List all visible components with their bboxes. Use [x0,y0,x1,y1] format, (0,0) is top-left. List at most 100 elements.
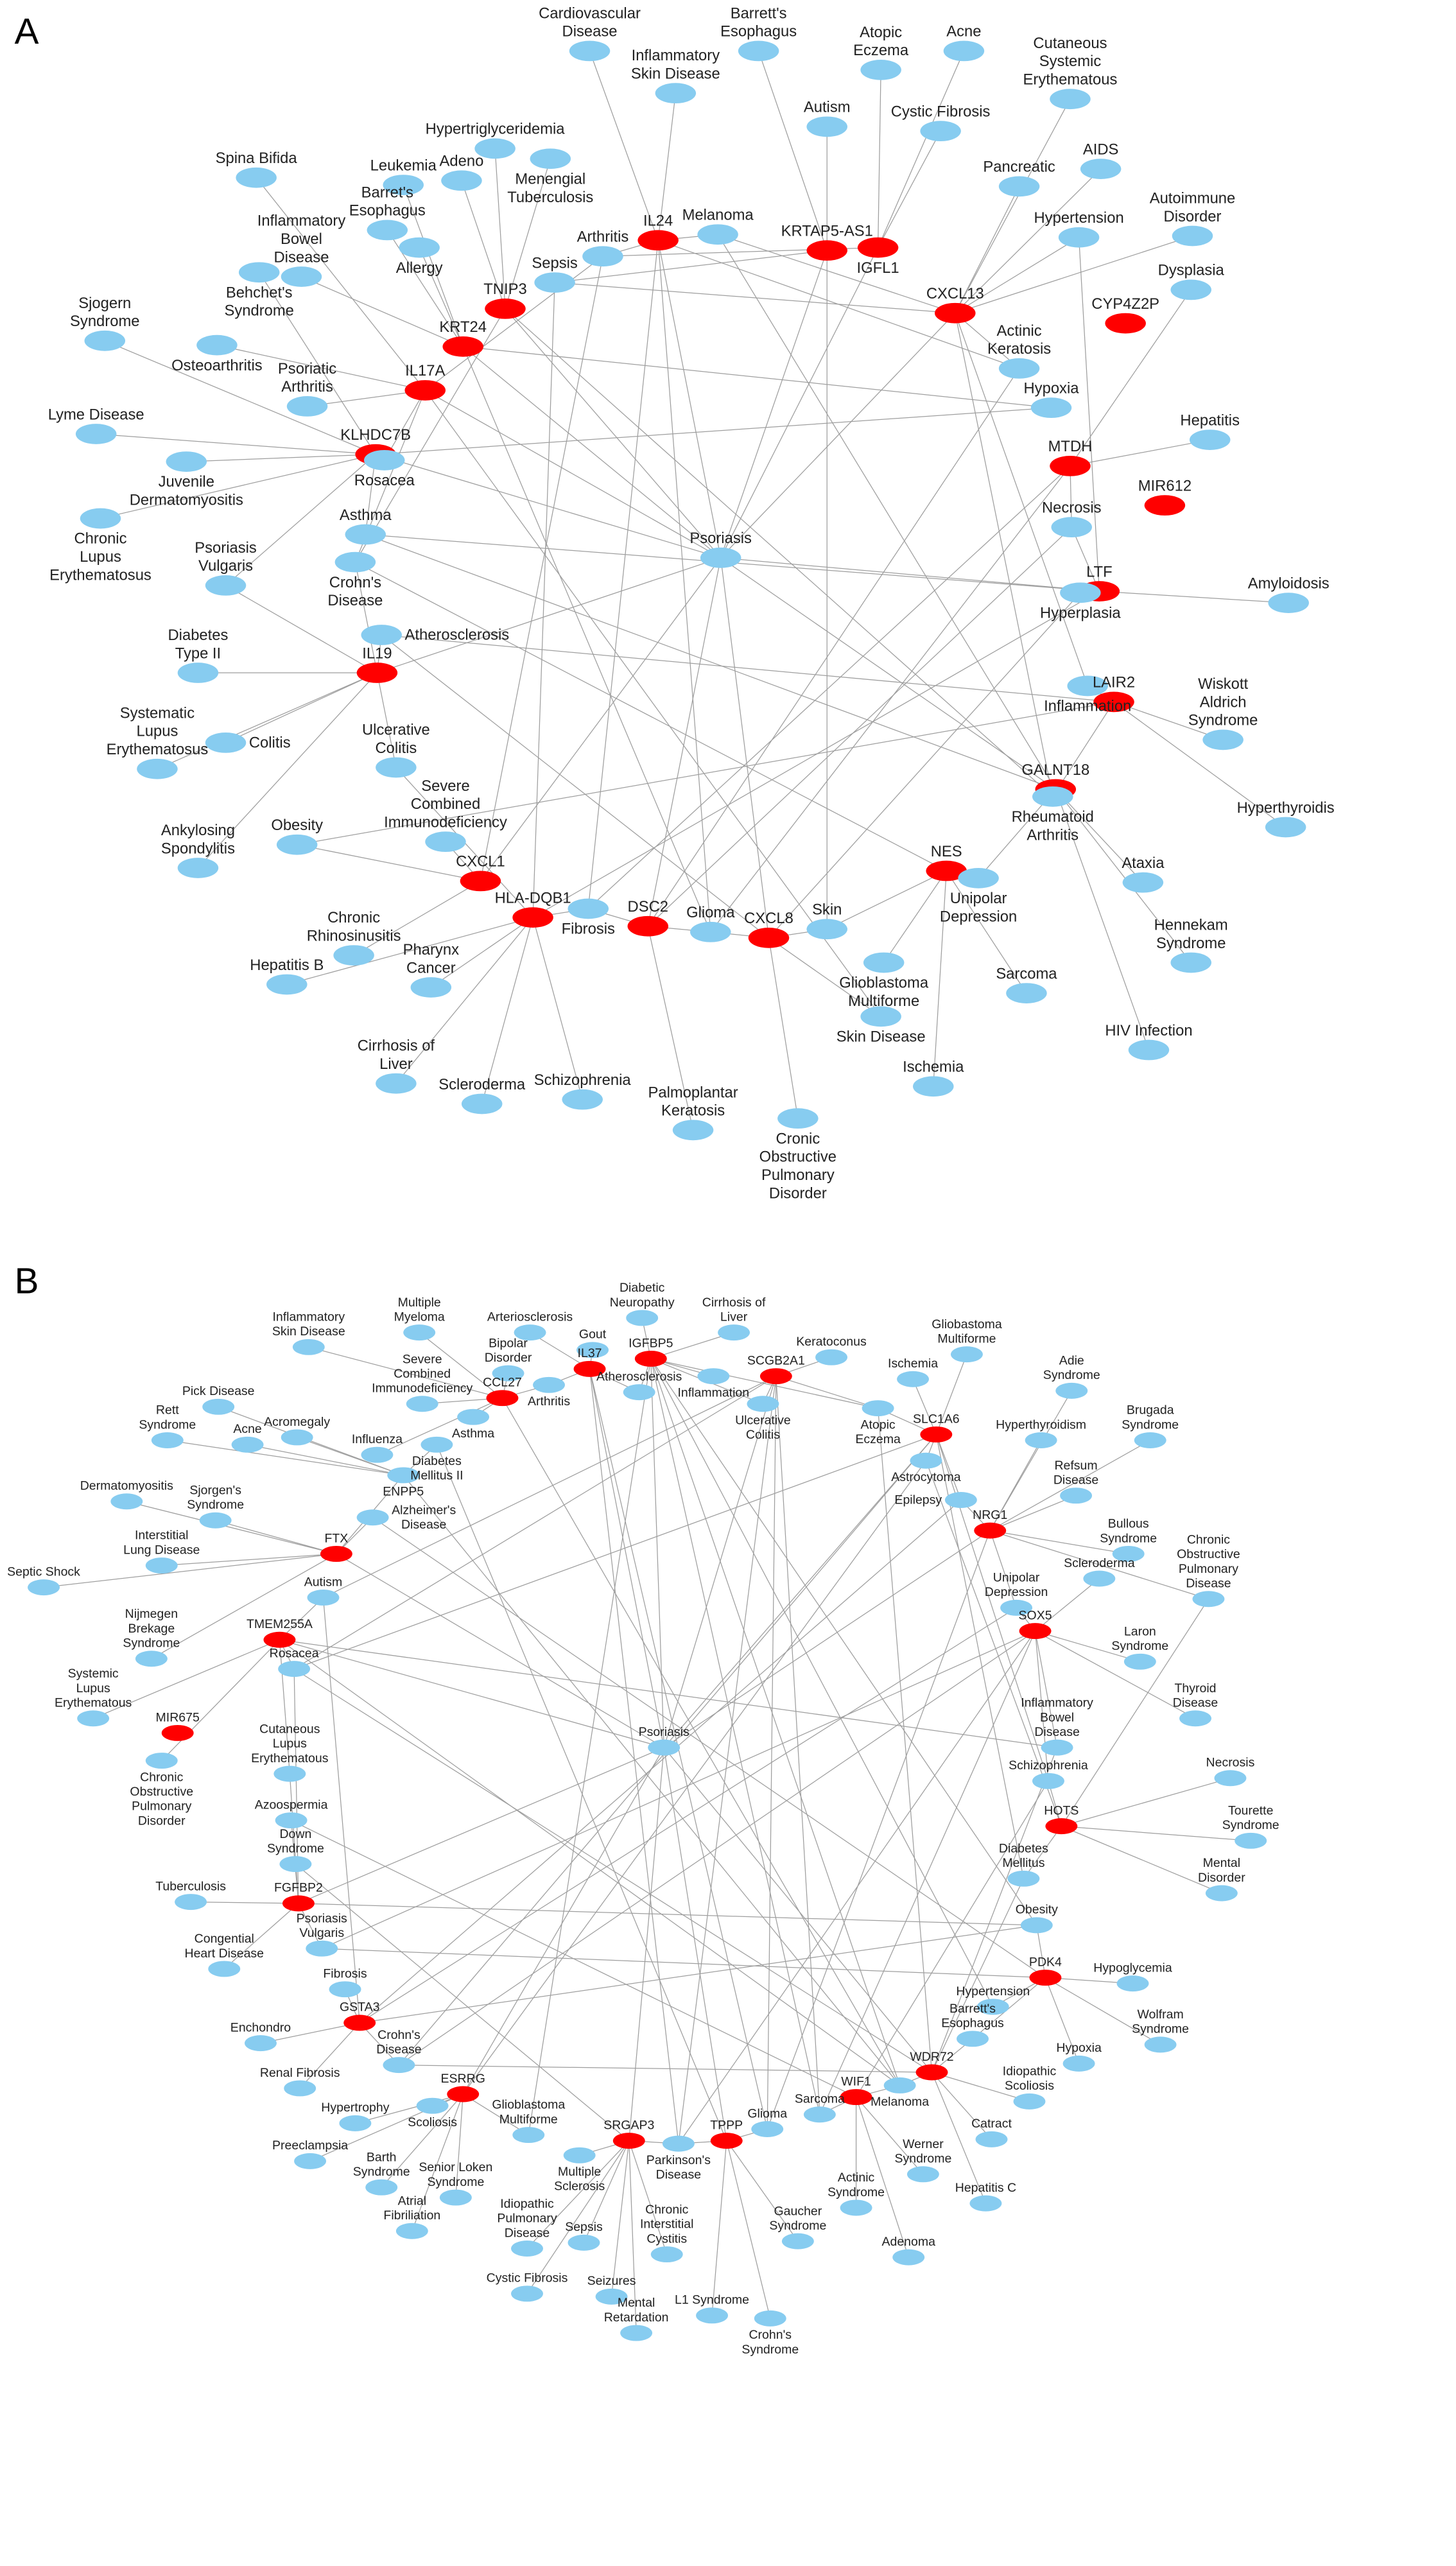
panel-b-disease-node-astrocytoma[interactable] [910,1452,942,1469]
panel-b-disease-node-laron-syndrome[interactable] [1123,1653,1156,1670]
panel-b-disease-node-mental-disorder[interactable] [1205,1885,1238,1902]
panel-b-disease-node-gout[interactable] [576,1342,609,1358]
panel-a-disease-node-ataxia[interactable] [1122,872,1164,893]
panel-a-disease-node-necrosis[interactable] [1051,517,1092,538]
panel-b-disease-node-actinic-syndrome[interactable] [840,2199,872,2216]
panel-a-disease-node-hypoxia[interactable] [1030,397,1072,419]
panel-b-gene-node-fgfbp2[interactable] [282,1895,315,1912]
panel-b-gene-node-ccl27[interactable] [486,1390,519,1407]
panel-b-disease-node-gliobastoma-multiforme[interactable] [951,1346,983,1363]
panel-a-disease-node-palmoplantar-keratosis[interactable] [672,1120,714,1141]
panel-b-gene-node-esrrg[interactable] [447,2086,480,2102]
panel-b-disease-node-seizures[interactable] [595,2288,628,2305]
panel-b-disease-node-melanoma[interactable] [883,2077,916,2094]
panel-a-disease-node-asthma[interactable] [345,524,386,545]
panel-a-disease-node-inflammatory-skin-disease[interactable] [655,83,697,104]
panel-b-disease-node-obesity[interactable] [1020,1917,1053,1934]
panel-a-disease-node-obesity[interactable] [276,834,318,855]
panel-b-disease-node-adie-syndrome[interactable] [1055,1382,1088,1399]
panel-a-disease-node-sepsis[interactable] [534,272,575,293]
panel-a-gene-node-mir612[interactable] [1144,495,1186,516]
panel-a-disease-node-arthritis[interactable] [582,246,623,267]
panel-b-disease-node-thyroid-disease[interactable] [1179,1710,1211,1727]
panel-b-disease-node-hyperthyroidism[interactable] [1025,1432,1057,1448]
panel-b-gene-node-il37[interactable] [573,1360,606,1377]
panel-b-disease-node-barrett-s-esophagus[interactable] [957,2031,989,2047]
panel-b-disease-node-ischemia[interactable] [897,1371,929,1387]
panel-b-disease-node-diabetic-neuropathy[interactable] [626,1310,659,1326]
panel-b-disease-node-arthritis[interactable] [533,1376,565,1393]
panel-a-disease-node-fibrosis[interactable] [568,898,609,919]
panel-b-disease-node-sepsis[interactable] [568,2234,600,2251]
panel-a-disease-node-pancreatic[interactable] [998,176,1040,197]
panel-b-disease-node-enchondro[interactable] [245,2035,277,2052]
panel-a-disease-node-hyperthyroidis[interactable] [1265,817,1306,838]
panel-b-disease-node-necrosis[interactable] [1214,1770,1247,1787]
panel-a-disease-node-inflammatory-bowel-disease[interactable] [281,266,322,287]
panel-b-disease-node-werner-syndrome[interactable] [906,2166,939,2183]
panel-b-disease-node-crohn-s-disease[interactable] [383,2057,415,2074]
panel-b-disease-node-diabetes-mellitus-ii[interactable] [420,1436,453,1453]
panel-a-disease-node-skin-disease[interactable] [860,1006,901,1027]
panel-b-disease-node-unipolar-depression[interactable] [1000,1599,1033,1616]
panel-b-disease-node-alzheimer-s-disease[interactable] [356,1509,389,1526]
panel-b-disease-node-idiopathic-scoliosis[interactable] [1013,2093,1046,2110]
panel-a-disease-node-psoriasis-vulgaris[interactable] [205,575,247,596]
panel-a-gene-node-il19[interactable] [356,663,398,683]
panel-a-disease-node-melanoma[interactable] [697,224,738,245]
panel-a-gene-node-cxcl13[interactable] [935,302,976,324]
panel-b-gene-node-wif1[interactable] [840,2089,872,2106]
panel-a-gene-node-il17a[interactable] [404,380,446,401]
panel-b-disease-node-inflammation[interactable] [697,1368,730,1385]
panel-b-disease-node-inflammatory-skin-disease[interactable] [292,1339,325,1355]
panel-b-disease-node-fibrosis[interactable] [329,1981,361,1998]
panel-a-disease-node-amyloidosis[interactable] [1268,593,1309,614]
panel-a-disease-node-leukemia[interactable] [383,175,424,195]
panel-b-gene-node-tmem255a[interactable] [263,1631,296,1648]
panel-b-disease-node-rosacea[interactable] [278,1661,311,1677]
panel-a-disease-node-atopic-eczema[interactable] [860,60,901,80]
panel-b-gene-node-sox5[interactable] [1019,1623,1052,1640]
panel-a-disease-node-barret-s-esophagus[interactable] [367,220,408,241]
panel-b-disease-node-down-syndrome[interactable] [279,1856,312,1873]
panel-b-disease-node-hypertension[interactable] [976,1998,1009,2015]
panel-b-disease-node-severe-combined-immunodeficiency[interactable] [406,1396,438,1412]
panel-b-disease-node-ulcerative-colitis[interactable] [747,1396,779,1412]
panel-b-disease-node-interstitial-lung-disease[interactable] [145,1557,178,1574]
panel-a-disease-node-severe-combined-immunodeficiency[interactable] [425,831,466,853]
panel-a-gene-node-il24[interactable] [637,230,679,251]
panel-a-disease-node-hepatitis-b[interactable] [266,974,308,995]
panel-b-disease-node-tourette-syndrome[interactable] [1235,1832,1267,1849]
panel-b-disease-node-arteriosclerosis[interactable] [514,1324,546,1341]
panel-a-disease-node-ulcerative-colitis[interactable] [376,757,417,778]
panel-b-disease-node-hypoxia[interactable] [1062,2055,1095,2072]
panel-a-gene-node-hla-dqb1[interactable] [512,907,553,928]
panel-b-disease-node-rett-syndrome[interactable] [151,1432,184,1448]
panel-a-disease-node-lyme-disease[interactable] [75,424,117,444]
panel-a-gene-node-mtdh[interactable] [1050,456,1091,476]
panel-b-disease-node-adenoma[interactable] [892,2249,925,2266]
panel-b-disease-node-septic-shock[interactable] [28,1579,60,1596]
panel-b-disease-node-multiple-sclerosis[interactable] [563,2147,596,2163]
panel-b-disease-node-acne[interactable] [231,1436,264,1453]
panel-a-disease-node-psoriatic-arthritis[interactable] [286,396,328,417]
panel-a-disease-node-cardiovascular-disease[interactable] [569,40,611,62]
panel-b-disease-node-epilepsy[interactable] [944,1492,977,1508]
panel-a-disease-node-hennekam-syndrome[interactable] [1170,952,1211,973]
panel-a-disease-node-hepatitis[interactable] [1189,429,1231,450]
panel-a-disease-node-cystic-fibrosis[interactable] [920,121,961,142]
panel-a-disease-node-schizophrenia[interactable] [562,1089,603,1110]
panel-b-gene-node-hots[interactable] [1045,1818,1078,1835]
panel-b-disease-node-systemic-lupus-erythematous[interactable] [77,1710,110,1727]
panel-b-disease-node-congential-heart-disease[interactable] [208,1961,241,1977]
panel-a-disease-node-skin[interactable] [806,919,847,940]
panel-a-disease-node-pharynx-cancer[interactable] [410,977,452,998]
panel-a-disease-node-chronic-rhinosinusitis[interactable] [333,945,374,966]
panel-a-gene-node-dsc2[interactable] [627,915,669,937]
panel-a-gene-node-cxcl1[interactable] [460,871,501,892]
panel-a-disease-node-adeno[interactable] [441,170,482,191]
panel-b-disease-node-atherosclerosis[interactable] [623,1384,655,1401]
panel-b-disease-node-wolfram-syndrome[interactable] [1144,2036,1177,2053]
panel-a-disease-node-aids[interactable] [1080,159,1122,180]
panel-a-disease-node-acne[interactable] [943,40,985,62]
